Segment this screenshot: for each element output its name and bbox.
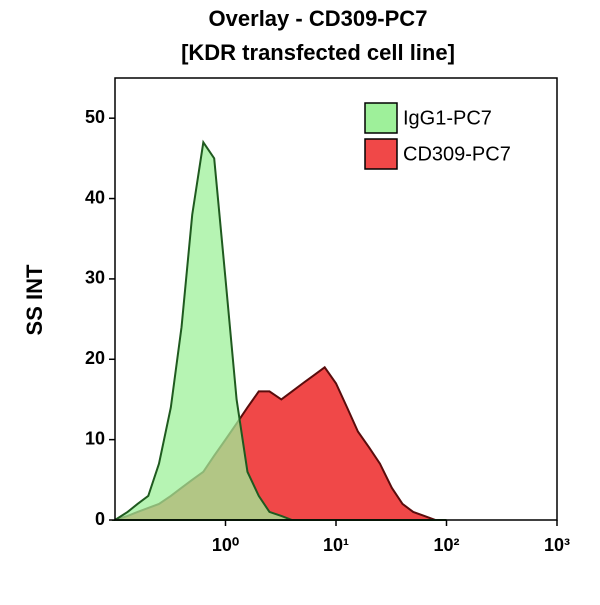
y-tick-label: 20 [85, 348, 105, 368]
y-axis-label: SS INT [22, 264, 47, 335]
chart-title: Overlay - CD309-PC7 [209, 6, 428, 31]
legend-label: CD309-PC7 [403, 143, 511, 165]
x-tick-label: 10⁰ [212, 535, 239, 555]
x-tick-label: 10¹ [323, 535, 349, 555]
legend-swatch [364, 138, 398, 170]
y-tick-label: 10 [85, 428, 105, 448]
y-tick-label: 40 [85, 187, 105, 207]
y-tick-label: 30 [85, 268, 105, 288]
legend-swatch [364, 102, 398, 134]
legend-label: IgG1-PC7 [403, 107, 492, 129]
x-tick-label: 10² [433, 535, 459, 555]
x-tick-label: 10³ [544, 535, 570, 555]
y-tick-label: 50 [85, 107, 105, 127]
chart-subtitle: [KDR transfected cell line] [181, 40, 455, 65]
y-tick-label: 0 [95, 509, 105, 529]
